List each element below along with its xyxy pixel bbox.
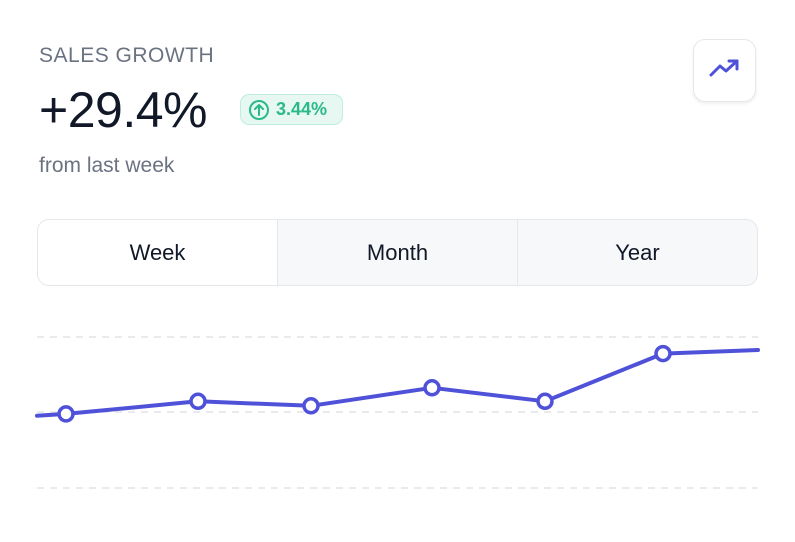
data-point[interactable]	[302, 397, 320, 415]
trending-up-icon	[709, 57, 741, 84]
tab-week[interactable]: Week	[38, 220, 277, 285]
sales-line-chart	[35, 336, 760, 489]
data-point[interactable]	[423, 379, 441, 397]
tab-year[interactable]: Year	[517, 220, 757, 285]
growth-value: +29.4%	[39, 82, 207, 138]
data-point[interactable]	[536, 392, 554, 411]
card-label: SALES GROWTH	[39, 44, 215, 67]
series-line	[35, 348, 760, 418]
comparison-subtitle: from last week	[39, 154, 175, 177]
data-point[interactable]	[654, 344, 672, 363]
tab-month[interactable]: Month	[277, 220, 517, 285]
period-selector: Week Month Year	[37, 219, 758, 286]
change-badge: 3.44%	[240, 94, 343, 125]
data-point[interactable]	[57, 405, 75, 423]
trend-button[interactable]	[693, 39, 756, 102]
data-point[interactable]	[189, 392, 207, 411]
change-badge-text: 3.44%	[276, 99, 328, 119]
arrow-up-circle-icon	[248, 99, 270, 121]
